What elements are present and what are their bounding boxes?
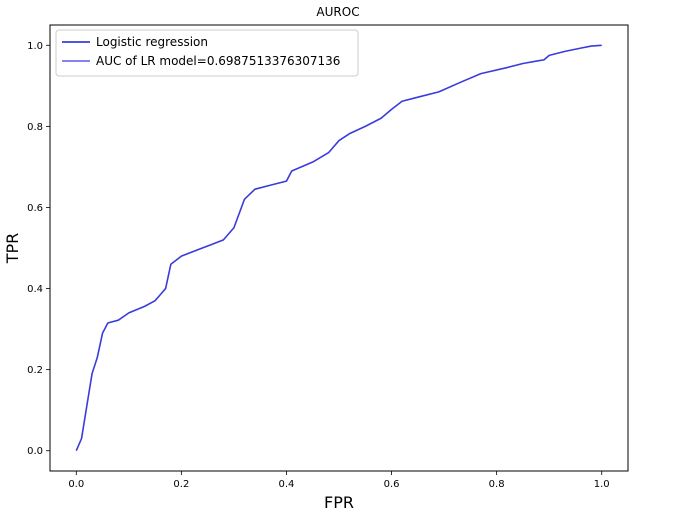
legend: Logistic regression AUC of LR model=0.69…: [55, 29, 359, 77]
plot-area: [49, 24, 629, 472]
legend-entry-auc: AUC of LR model=0.6987513376307136: [96, 54, 340, 68]
x-tick-label: 0.6: [384, 479, 400, 490]
x-tick-label: 0.4: [279, 479, 295, 490]
x-tick-label: 0.8: [489, 479, 505, 490]
y-tick-label: 1.0: [27, 41, 43, 52]
y-tick-label: 0.4: [27, 284, 43, 295]
chart-title: AUROC: [316, 5, 359, 19]
y-tick-label: 0.2: [27, 365, 43, 376]
roc-curve-line: [75, 44, 602, 452]
y-axis-ticks: 0.0 0.2 0.4 0.6 0.8 1.0: [27, 41, 50, 457]
x-tick-label: 1.0: [594, 479, 610, 490]
x-axis-label: FPR: [324, 493, 354, 512]
legend-box: [55, 29, 359, 77]
y-tick-label: 0.6: [27, 203, 43, 214]
x-axis-ticks: 0.0 0.2 0.4 0.6 0.8 1.0: [68, 471, 610, 490]
x-tick-label: 0.0: [68, 479, 84, 490]
legend-entry-logistic-regression: Logistic regression: [96, 35, 208, 49]
y-tick-label: 0.8: [27, 122, 43, 133]
y-tick-label: 0.0: [27, 446, 43, 457]
y-axis-label: TPR: [3, 233, 22, 265]
x-tick-label: 0.2: [173, 479, 189, 490]
